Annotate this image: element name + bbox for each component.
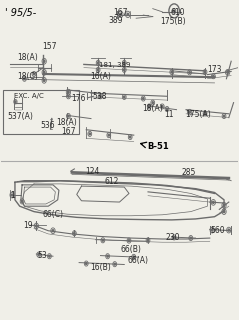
Circle shape [147,239,149,241]
Circle shape [107,255,108,257]
Circle shape [43,60,45,62]
Circle shape [98,62,99,64]
Circle shape [213,75,214,77]
Text: 538: 538 [92,92,107,101]
Text: 175(A): 175(A) [185,110,211,119]
Bar [3,90,79,133]
Circle shape [124,96,125,98]
Circle shape [171,71,173,73]
Text: 285: 285 [182,168,196,177]
Text: 124: 124 [85,167,99,176]
Circle shape [174,10,175,12]
Circle shape [15,101,16,102]
Circle shape [190,237,191,239]
Text: EXC. A/C: EXC. A/C [14,93,43,99]
Circle shape [68,115,69,117]
Text: 612: 612 [104,177,119,186]
Circle shape [148,106,150,108]
Text: 66(A): 66(A) [128,257,149,266]
Circle shape [166,108,168,110]
Circle shape [223,211,225,212]
Circle shape [228,229,229,231]
Text: 18(A): 18(A) [142,104,163,113]
Text: ' 95/5-: ' 95/5- [5,8,37,18]
Circle shape [143,98,144,100]
Circle shape [130,136,131,138]
Circle shape [189,71,190,73]
Circle shape [108,134,109,136]
Text: 1: 1 [10,191,15,200]
Circle shape [89,133,91,135]
Circle shape [204,113,206,114]
Text: 167: 167 [114,8,128,17]
Text: 16(B): 16(B) [90,263,111,272]
Circle shape [204,71,206,73]
Circle shape [52,230,54,232]
Text: 157: 157 [42,42,57,52]
Circle shape [174,236,175,238]
Circle shape [74,232,75,234]
Text: 53: 53 [38,251,47,260]
Circle shape [43,71,45,73]
Text: 173: 173 [207,65,222,74]
Text: 537(A): 537(A) [8,113,34,122]
Circle shape [124,69,125,71]
Text: 16(A): 16(A) [90,72,111,81]
Circle shape [128,240,130,242]
Circle shape [124,62,125,64]
Circle shape [22,201,23,202]
Text: 18(A): 18(A) [17,53,38,62]
Text: 66(C): 66(C) [42,210,63,219]
Text: 389: 389 [109,16,123,25]
Circle shape [38,254,39,255]
Text: 536: 536 [40,121,54,130]
Circle shape [133,256,134,258]
Text: 181, 389: 181, 389 [99,62,131,68]
Text: 18(C): 18(C) [17,72,38,81]
Circle shape [212,229,213,231]
Text: 560: 560 [210,226,225,235]
Text: 176: 176 [71,94,85,103]
Text: B-51: B-51 [147,142,169,151]
Circle shape [120,13,121,15]
Circle shape [189,111,190,113]
Circle shape [162,106,163,108]
Circle shape [11,194,13,196]
Text: 175(B): 175(B) [160,17,185,26]
Text: 18(A): 18(A) [57,118,77,127]
Text: 11: 11 [165,110,174,119]
Circle shape [36,225,37,227]
Circle shape [127,13,129,15]
Text: 66(B): 66(B) [121,245,141,254]
Circle shape [227,71,228,73]
Circle shape [223,204,225,206]
Text: 19: 19 [23,221,33,230]
Circle shape [49,255,50,257]
Circle shape [114,263,115,265]
Circle shape [100,95,101,97]
Circle shape [68,91,69,93]
Circle shape [213,201,214,204]
Circle shape [43,79,45,81]
Circle shape [152,102,153,104]
Text: 167: 167 [61,127,76,136]
Circle shape [33,73,35,75]
Circle shape [86,263,87,264]
Circle shape [102,239,103,241]
Circle shape [98,69,99,71]
Circle shape [68,95,69,97]
Circle shape [24,78,25,80]
Text: 230: 230 [166,233,180,242]
Circle shape [223,115,225,117]
Text: 610: 610 [171,8,185,17]
